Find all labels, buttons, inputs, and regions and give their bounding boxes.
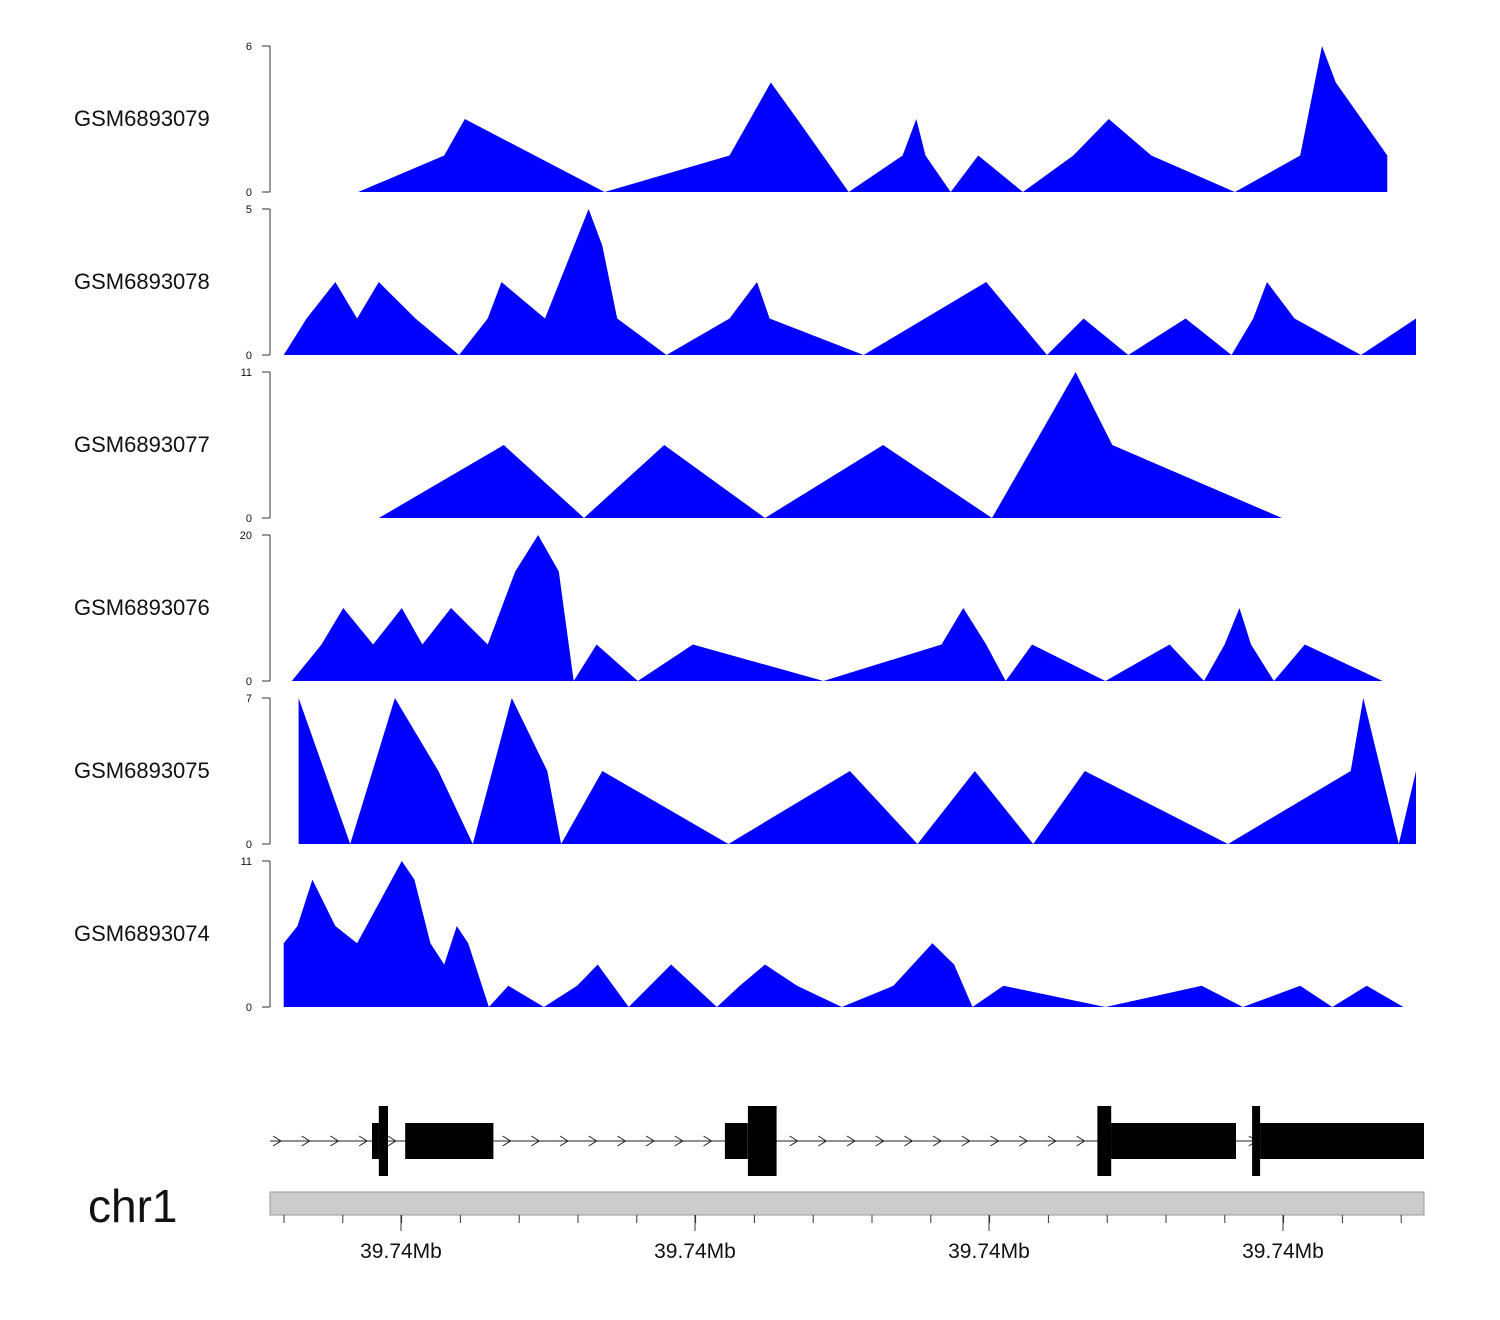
strand-arrow [1018, 1135, 1029, 1147]
track-label: GSM6893077 [74, 432, 210, 457]
axis-tick-label: 39.74Mb [360, 1240, 442, 1263]
strand-arrow [990, 1135, 1000, 1147]
strand-arrow [272, 1135, 282, 1147]
y-tick-label: 5 [246, 204, 252, 216]
chromosome-ideogram [269, 1191, 1425, 1216]
strand-arrow [846, 1135, 856, 1147]
exon-cds [1252, 1106, 1261, 1176]
exon-utr [372, 1123, 379, 1159]
exon-utr [1111, 1123, 1236, 1159]
strand-arrow [961, 1135, 971, 1147]
strand-arrow [559, 1135, 569, 1147]
strand-arrow [1047, 1135, 1057, 1147]
strand-arrow [301, 1135, 311, 1147]
track-label: GSM6893078 [74, 269, 210, 294]
genome-axis-track: chr1 39.74Mb 39.74Mb 39.74Mb 39.74Mb [88, 1180, 1425, 1263]
strand-arrow [818, 1135, 828, 1147]
y-tick-label: 0 [246, 676, 252, 688]
y-tick-label: 0 [246, 839, 252, 851]
coverage-area [283, 861, 1404, 1007]
strand-arrow [330, 1135, 340, 1147]
track-GSM6893079: GSM6893079 0 6 [74, 41, 1388, 199]
axis-tick-label: 39.74Mb [948, 1240, 1030, 1263]
coverage-area [283, 209, 1417, 355]
strand-arrow [674, 1135, 684, 1147]
track-GSM6893078: GSM6893078 0 5 [74, 204, 1417, 362]
strand-arrow [703, 1135, 713, 1147]
track-GSM6893075: GSM6893075 0 7 [74, 693, 1417, 851]
track-label: GSM6893076 [74, 595, 210, 620]
exon-utr [724, 1123, 748, 1159]
axis-tick-label: 39.74Mb [1242, 1240, 1324, 1263]
track-label: GSM6893074 [74, 921, 210, 946]
y-tick-label: 0 [246, 350, 252, 362]
coverage-area [378, 372, 1282, 518]
strand-arrow [1076, 1135, 1086, 1147]
gene-model-track [270, 1106, 1424, 1176]
y-tick-label: 11 [241, 856, 252, 868]
exon-utr [405, 1123, 494, 1159]
exon-cds [378, 1106, 388, 1176]
coverage-area [298, 698, 1417, 844]
track-label: GSM6893075 [74, 758, 210, 783]
exon-utr [1260, 1123, 1424, 1159]
axis-tick-label: 39.74Mb [654, 1240, 736, 1263]
track-label: GSM6893079 [74, 106, 210, 131]
exon-cds [747, 1106, 777, 1176]
strand-arrow [358, 1135, 369, 1147]
strand-arrow [789, 1135, 799, 1147]
track-GSM6893074: GSM6893074 0 11 [74, 856, 1404, 1014]
y-tick-label: 0 [246, 187, 252, 199]
strand-arrow [932, 1135, 943, 1147]
track-GSM6893076: GSM6893076 0 20 [74, 530, 1383, 688]
y-tick-label: 11 [241, 367, 252, 379]
strand-arrow [502, 1135, 512, 1147]
track-GSM6893077: GSM6893077 0 11 [74, 367, 1282, 525]
strand-arrow [531, 1135, 541, 1147]
chromosome-label: chr1 [88, 1180, 177, 1232]
y-tick-label: 20 [240, 530, 252, 542]
exon-cds [1097, 1106, 1112, 1176]
strand-arrow [645, 1135, 656, 1147]
y-tick-label: 6 [246, 41, 252, 53]
coverage-tracks: GSM689307906GSM689307805GSM6893077011GSM… [74, 41, 1417, 1014]
strand-arrow [904, 1135, 914, 1147]
y-tick-label: 0 [246, 513, 252, 525]
strand-arrow [588, 1135, 598, 1147]
strand-arrow [875, 1135, 885, 1147]
coverage-area [291, 535, 1383, 681]
y-tick-label: 7 [246, 693, 252, 705]
strand-arrow [387, 1135, 397, 1147]
coverage-area [358, 46, 1388, 192]
strand-arrow [617, 1135, 627, 1147]
y-tick-label: 0 [246, 1002, 252, 1014]
